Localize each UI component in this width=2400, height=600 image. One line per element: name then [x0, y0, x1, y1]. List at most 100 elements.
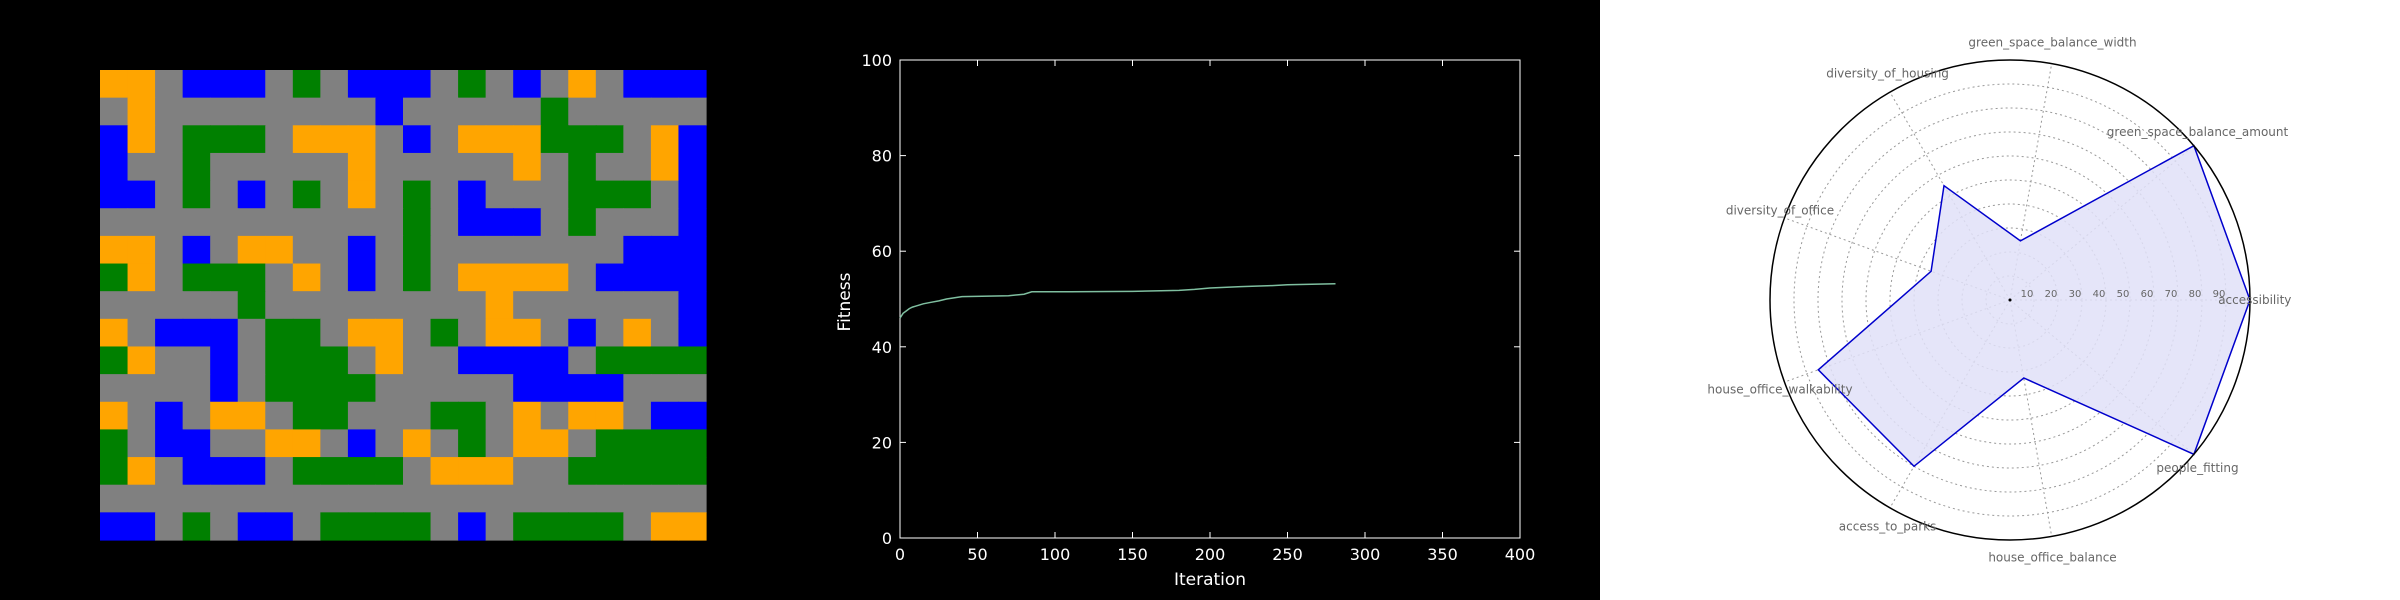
green-space-cell	[650, 457, 680, 486]
radar-outline	[1817, 144, 2251, 468]
office-cell	[237, 401, 266, 431]
road-cell	[127, 429, 156, 458]
housing-cell	[100, 125, 129, 154]
x-tick-label: 300	[1350, 545, 1381, 564]
housing-cell	[540, 346, 569, 375]
road-cell	[375, 235, 404, 265]
y-axis-label: Fitness	[835, 272, 855, 331]
housing-cell	[155, 318, 184, 348]
road-cell	[623, 512, 652, 541]
road-cell	[623, 291, 652, 320]
road-cell	[127, 208, 156, 237]
office-cell	[485, 457, 514, 486]
housing-cell	[265, 512, 294, 541]
housing-cell	[347, 70, 377, 99]
office-cell	[375, 346, 404, 375]
x-tick-label: 400	[1505, 545, 1536, 564]
radar-axis-label: diversity_of_office	[1726, 204, 1834, 218]
road-cell	[182, 208, 211, 237]
radar-ring-label: 90	[2213, 289, 2226, 300]
urban-layout-panel	[0, 0, 800, 600]
green-space-cell	[568, 180, 597, 209]
road-cell	[430, 374, 459, 403]
housing-cell	[182, 318, 211, 348]
office-cell	[650, 512, 680, 541]
radar-ring-label: 30	[2069, 289, 2082, 300]
green-space-cell	[265, 346, 294, 375]
office-cell	[540, 429, 569, 458]
office-cell	[265, 235, 294, 265]
road-cell	[513, 291, 542, 320]
road-cell	[155, 512, 184, 541]
housing-cell	[100, 512, 129, 541]
road-cell	[540, 484, 569, 513]
green-space-cell	[403, 180, 432, 209]
road-cell	[430, 97, 459, 126]
road-cell	[265, 401, 294, 431]
y-tick-label: 60	[872, 242, 892, 261]
x-axis-label: Iteration	[1174, 570, 1246, 590]
housing-cell	[678, 318, 707, 348]
office-cell	[100, 235, 129, 265]
road-cell	[210, 180, 239, 209]
road-cell	[513, 180, 542, 209]
road-cell	[568, 429, 597, 458]
housing-cell	[375, 97, 404, 126]
road-cell	[403, 457, 432, 486]
housing-cell	[100, 180, 129, 209]
fitness-chart-panel: 0 50 100 150 200 250 300 350 400 0 20 40 60 80 100 Ite…	[800, 0, 1600, 600]
office-cell	[127, 346, 156, 375]
office-cell	[347, 318, 377, 348]
green-space-cell	[292, 346, 321, 375]
road-cell	[320, 429, 349, 458]
road-cell	[458, 318, 487, 348]
road-cell	[265, 291, 294, 320]
radar-axis-label: diversity_of_housing	[1826, 66, 1949, 80]
road-cell	[513, 97, 542, 126]
road-cell	[513, 484, 542, 513]
road-cell	[623, 208, 652, 237]
green-space-cell	[182, 152, 211, 182]
road-cell	[182, 97, 211, 126]
road-cell	[320, 484, 349, 513]
housing-cell	[210, 457, 239, 486]
road-cell	[623, 401, 652, 431]
road-cell	[320, 208, 349, 237]
road-cell	[403, 401, 432, 431]
road-cell	[320, 318, 349, 348]
road-cell	[403, 97, 432, 126]
office-cell	[595, 401, 624, 431]
road-cell	[100, 374, 129, 403]
road-cell	[458, 291, 487, 320]
green-space-cell	[182, 263, 211, 292]
road-cell	[458, 235, 487, 265]
housing-cell	[485, 346, 514, 375]
housing-cell	[210, 374, 239, 403]
office-cell	[127, 235, 156, 265]
road-cell	[485, 180, 514, 209]
office-cell	[678, 512, 707, 541]
road-cell	[100, 484, 129, 513]
road-cell	[100, 208, 129, 237]
road-cell	[237, 346, 266, 375]
road-cell	[292, 97, 321, 126]
road-cell	[347, 346, 377, 375]
office-cell	[127, 263, 156, 292]
road-cell	[320, 97, 349, 126]
radar-axis-label: house_office_balance	[1988, 551, 2116, 565]
x-tick-label: 350	[1427, 545, 1458, 564]
road-cell	[155, 484, 184, 513]
green-space-cell	[595, 457, 624, 486]
green-space-cell	[320, 374, 349, 403]
radar-axis-label: access_to_parks	[1839, 520, 1937, 534]
x-tick-label: 250	[1272, 545, 1303, 564]
green-space-cell	[320, 512, 349, 541]
housing-cell	[650, 263, 680, 292]
radar-axis-label: people_fitting	[2156, 461, 2238, 475]
green-space-cell	[347, 512, 377, 541]
road-cell	[568, 235, 597, 265]
housing-cell	[237, 512, 266, 541]
y-tick-label: 80	[872, 147, 892, 166]
road-cell	[485, 512, 514, 541]
